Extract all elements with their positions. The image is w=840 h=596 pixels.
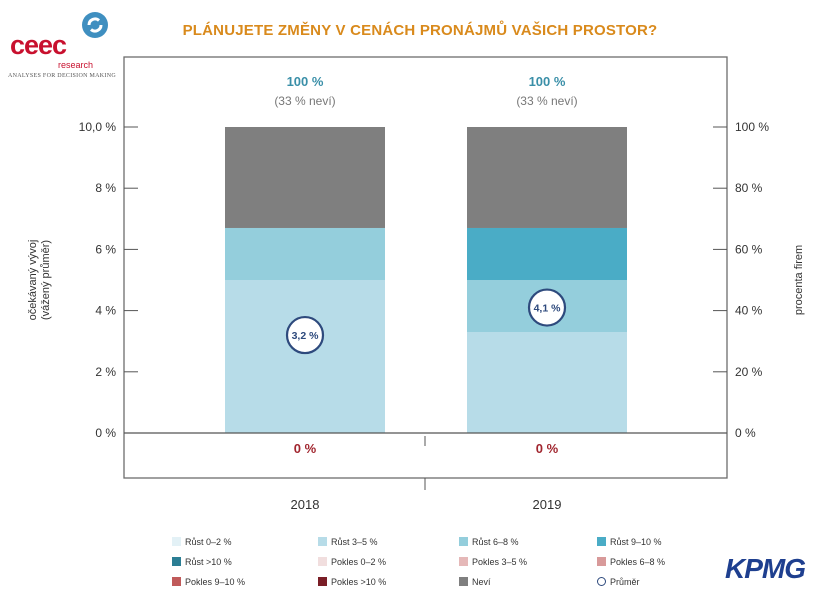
total-positive-label: 100 % [529, 74, 566, 89]
right-tick-label: 80 % [735, 181, 763, 195]
average-label: 3,2 % [292, 330, 320, 342]
y-axis-left-title-line2: (vážený průměr) [40, 240, 52, 320]
y-axis-right-title: procenta firem [793, 245, 805, 315]
bar-segment [467, 332, 627, 433]
average-marker [527, 288, 567, 327]
bar-segment [225, 127, 385, 228]
total-negative-label: 0 % [536, 441, 559, 456]
left-tick-label: 2 % [95, 365, 116, 379]
right-tick-label: 60 % [735, 242, 763, 256]
kpmg-logo: KPMG [725, 553, 806, 584]
total-unknown-label: (33 % neví) [274, 94, 335, 108]
bar-segment [225, 227, 385, 280]
bar-segment [467, 227, 627, 280]
left-tick-label: 4 % [95, 304, 116, 318]
left-tick-label: 10,0 % [79, 120, 117, 134]
ceec-logo-sub: research [58, 60, 94, 70]
ceec-logo: ceec research ANALYSES FOR DECISION MAKI… [8, 8, 118, 79]
right-tick-label: 20 % [735, 365, 763, 379]
right-tick-label: 0 % [735, 426, 756, 440]
ceec-logo-tagline: ANALYSES FOR DECISION MAKING [8, 73, 116, 79]
right-tick-label: 40 % [735, 304, 763, 318]
ceec-logo-mark-icon [82, 12, 108, 38]
total-unknown-label: (33 % neví) [516, 94, 577, 108]
right-tick-label: 100 % [735, 120, 769, 134]
average-label: 4,1 % [534, 303, 562, 315]
left-tick-label: 0 % [95, 426, 116, 440]
bar-segment [467, 127, 627, 228]
plot-frame [123, 56, 728, 479]
left-tick-label: 8 % [95, 181, 116, 195]
average-marker [285, 315, 325, 355]
y-axis-left-title-line1: očekávaný vývoj [27, 240, 39, 321]
left-tick-label: 6 % [95, 242, 116, 256]
x-category-label: 2018 [291, 497, 320, 512]
x-category-label: 2019 [533, 497, 562, 512]
chart-title: PLÁNUJETE ZMĚNY V CENÁCH PRONÁJMŮ VAŠICH… [182, 22, 658, 39]
total-negative-label: 0 % [294, 441, 317, 456]
ceec-logo-word: ceec [10, 30, 67, 60]
total-positive-label: 100 % [287, 74, 324, 89]
bar-segment [225, 280, 385, 433]
